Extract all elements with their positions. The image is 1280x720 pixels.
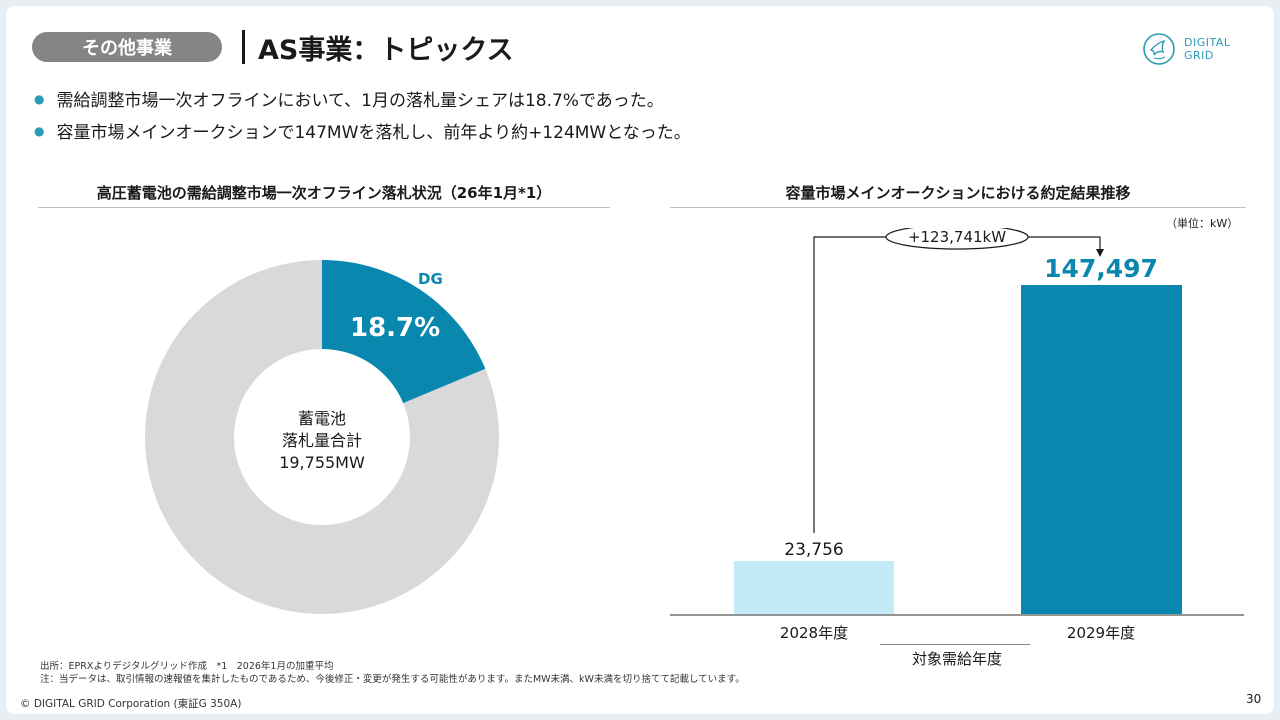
donut-center-text: 蓄電池 落札量合計 19,755MW (252, 408, 392, 474)
right-title-rule (670, 207, 1246, 208)
logo-line-1: DIGITAL (1184, 36, 1231, 49)
bullet-dot-icon: ● (34, 123, 45, 138)
x-tick-2028: 2028年度 (779, 624, 849, 642)
center-line-3: 19,755MW (279, 453, 365, 472)
data-note: 注：当データは、取引情報の速報値を集計したものであるため、今後修正・変更が発生す… (40, 674, 745, 685)
difference-ellipse (885, 228, 1029, 250)
dg-slice-label: DG (418, 270, 443, 288)
logo-text: DIGITAL GRID (1184, 36, 1231, 62)
bar-chart (670, 228, 1244, 616)
left-title-rule (38, 207, 610, 208)
left-chart-title: 高圧蓄電池の需給調整市場一次オフライン落札状況（26年1月*1） (96, 184, 552, 202)
donut-chart (145, 260, 499, 614)
bullet-1: ● 需給調整市場一次オフラインにおいて、1月の落札量シェアは18.7%であった。 (34, 86, 664, 111)
copyright: © DIGITAL GRID Corporation (東証G 350A) (20, 698, 242, 710)
dg-slice-value: 18.7% (350, 313, 441, 343)
x-tick-2029: 2029年度 (1066, 624, 1136, 642)
bullet-dot-icon: ● (34, 91, 45, 106)
source-note: 出所：EPRXよりデジタルグリッド作成 *1 2026年1月の加重平均 (40, 661, 334, 672)
x-axis-title-rule (880, 644, 1030, 645)
logo: DIGITAL GRID (1140, 30, 1231, 68)
bar-2029 (1021, 285, 1182, 614)
logo-line-2: GRID (1184, 49, 1214, 62)
right-chart-title: 容量市場メインオークションにおける約定結果推移 (785, 184, 1131, 202)
page-number: 30 (1246, 692, 1262, 706)
value-label-2028: 23,756 (784, 540, 844, 560)
value-label-2029: 147,497 (1044, 254, 1158, 283)
section-tag: その他事業 (32, 32, 222, 62)
page-title: AS事業：トピックス (258, 35, 514, 66)
bullet-text: 容量市場メインオークションで147MWを落札し、前年より約+124MWとなった。 (56, 123, 691, 143)
center-line-1: 蓄電池 (297, 409, 346, 428)
donut-slice-dg (322, 260, 486, 404)
donut-slice-other (145, 260, 499, 614)
unit-label: （単位：kW） (1166, 217, 1239, 230)
center-line-2: 落札量合計 (281, 431, 362, 450)
footnotes: 出所：EPRXよりデジタルグリッド作成 *1 2026年1月の加重平均 注：当デ… (40, 660, 745, 686)
bird-logo-icon (1143, 33, 1175, 65)
title-divider (242, 30, 245, 64)
difference-label: +123,741kW (907, 228, 1007, 246)
x-axis-title: 対象需給年度 (911, 650, 1002, 668)
bar-2028 (734, 561, 894, 614)
bullet-text: 需給調整市場一次オフラインにおいて、1月の落札量シェアは18.7%であった。 (56, 91, 664, 111)
bullet-2: ● 容量市場メインオークションで147MWを落札し、前年より約+124MWとなっ… (34, 118, 691, 143)
